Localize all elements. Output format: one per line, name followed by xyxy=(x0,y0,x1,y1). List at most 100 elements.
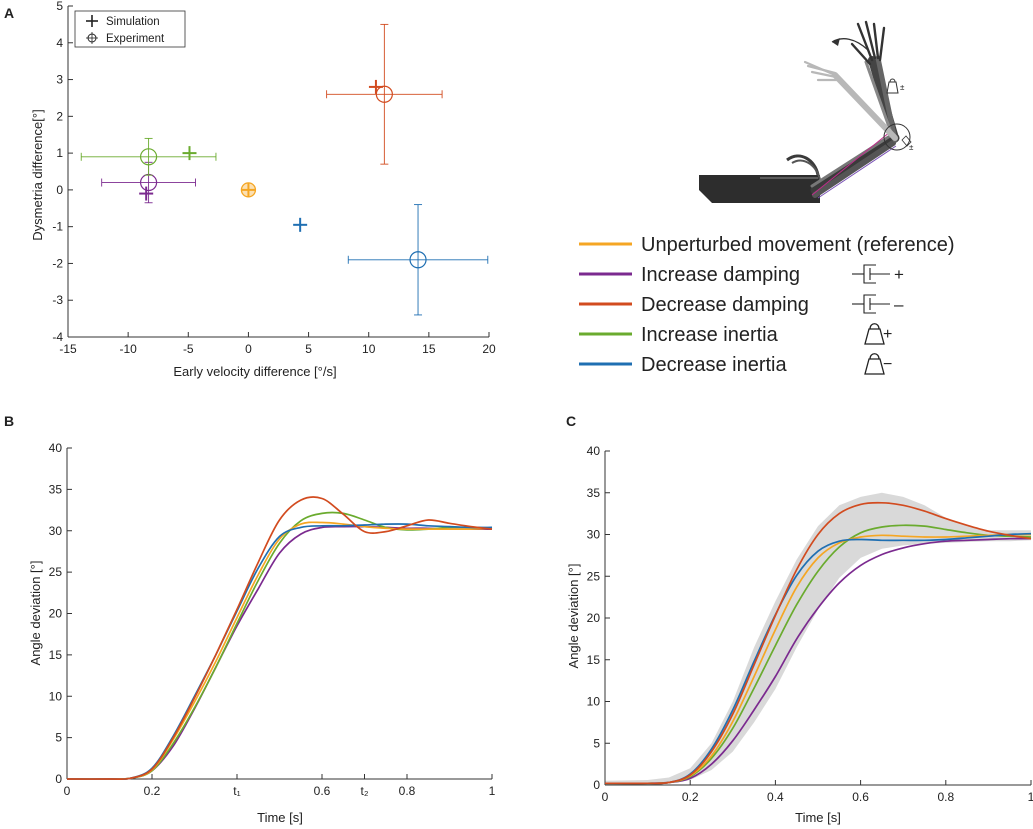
panel-a-xlabel: Early velocity difference [°/s] xyxy=(173,364,336,379)
y-tick-label: 15 xyxy=(49,648,63,662)
legend-item: Unperturbed movement (reference) xyxy=(579,234,954,256)
x-tick-label: 1 xyxy=(1028,790,1033,804)
x-tick-label: 15 xyxy=(422,342,436,356)
panel-b-ylabel: Angle deviation [°] xyxy=(28,561,43,666)
series-line-reference xyxy=(66,521,493,780)
series-line-increase_damping xyxy=(604,537,1032,785)
series-line-increase_damping xyxy=(66,525,492,780)
experiment-point-decrease_inertia xyxy=(347,204,489,316)
panel-label-a: A xyxy=(4,5,14,21)
y-tick-label: -1 xyxy=(52,220,63,234)
legend-sign: + xyxy=(883,326,892,343)
y-tick-label: 30 xyxy=(49,524,63,538)
panel-a-legend: Simulation Experiment xyxy=(74,10,186,48)
legend-item: Increase inertia + xyxy=(579,323,892,346)
x-tick-label: 0.4 xyxy=(767,790,784,804)
y-tick-label: 40 xyxy=(587,444,601,458)
simulation-point-decrease_damping xyxy=(368,79,383,94)
y-tick-label: 4 xyxy=(56,36,63,50)
panel-label-b: B xyxy=(4,413,14,429)
simulation-point-reference xyxy=(241,182,256,197)
y-tick-label: 30 xyxy=(587,528,601,542)
legend-experiment-label: Experiment xyxy=(106,33,165,45)
legend-simulation-label: Simulation xyxy=(106,16,160,28)
x-tick-label: 0.8 xyxy=(399,784,416,798)
panel-c-xlabel: Time [s] xyxy=(795,810,841,825)
series-line-decrease_damping xyxy=(66,496,493,781)
panel-b-marks xyxy=(66,496,493,781)
x-tick-label: t₁ xyxy=(233,784,240,798)
damper-icon xyxy=(852,264,890,284)
legend-label: Decrease damping xyxy=(641,294,809,316)
legend-sign: + xyxy=(894,265,904,284)
panel-label-c: C xyxy=(566,413,576,429)
legend-label: Unperturbed movement (reference) xyxy=(641,234,954,256)
panel-a-legend-box xyxy=(74,10,186,48)
y-tick-label: 5 xyxy=(55,731,62,745)
muscle-line-purple xyxy=(817,145,897,199)
y-tick-label: 35 xyxy=(587,486,601,500)
x-tick-label: 0.2 xyxy=(144,784,161,798)
y-tick-label: 35 xyxy=(49,482,63,496)
legend: Unperturbed movement (reference) Increase… xyxy=(579,234,954,376)
weight-icon xyxy=(864,323,885,345)
x-tick-label: 10 xyxy=(362,342,376,356)
damper-icon xyxy=(901,135,912,147)
x-tick-label: 0 xyxy=(64,784,71,798)
panel-b-xlabel: Time [s] xyxy=(257,810,303,825)
ghost-forearm xyxy=(803,60,898,141)
y-tick-label: -4 xyxy=(52,330,63,344)
x-tick-label: 0 xyxy=(602,790,609,804)
y-tick-label: -2 xyxy=(52,256,63,270)
y-tick-label: 0 xyxy=(56,183,63,197)
x-tick-label: 1 xyxy=(489,784,496,798)
panel-a-marks xyxy=(80,23,489,316)
simulation-point-increase_inertia xyxy=(182,146,197,161)
elbow-joint-circle xyxy=(883,123,911,151)
damper-sign: ± xyxy=(909,143,914,152)
legend-label: Increase inertia xyxy=(641,324,779,346)
experiment-marker xyxy=(375,85,393,103)
y-tick-label: 25 xyxy=(587,569,601,583)
weight-icon xyxy=(864,353,885,375)
forearm-segments xyxy=(864,55,899,143)
y-tick-label: -3 xyxy=(52,293,63,307)
x-tick-label: t₂ xyxy=(361,784,369,798)
weight-sign: ± xyxy=(900,83,905,92)
legend-label: Decrease inertia xyxy=(641,354,788,376)
y-tick-label: 2 xyxy=(56,109,63,123)
arm-reaching-icon: ± ± xyxy=(699,20,914,203)
experiment-marker xyxy=(139,148,158,166)
series-line-decrease_damping xyxy=(604,501,1032,785)
x-tick-label: 20 xyxy=(482,342,496,356)
x-tick-label: 0.2 xyxy=(682,790,699,804)
x-tick-label: 0.6 xyxy=(852,790,869,804)
simulation-point-decrease_inertia xyxy=(293,217,308,232)
experiment-point-decrease_damping xyxy=(326,23,443,165)
y-tick-label: 3 xyxy=(56,73,63,87)
weight-icon xyxy=(886,78,899,94)
upper-arm-segments xyxy=(810,133,900,198)
experiment-marker xyxy=(409,251,427,269)
legend-simulation-marker xyxy=(86,15,98,27)
hand-fingers-up xyxy=(850,20,886,66)
legend-label: Increase damping xyxy=(641,264,800,286)
y-tick-label: 10 xyxy=(49,689,63,703)
y-tick-label: 5 xyxy=(593,736,600,750)
legend-item: Increase damping + xyxy=(579,264,904,286)
legend-experiment-marker xyxy=(86,32,98,44)
y-tick-label: 10 xyxy=(587,695,601,709)
legend-item: Decrease inertia − xyxy=(579,353,892,376)
x-tick-label: 0.8 xyxy=(937,790,954,804)
y-tick-label: 15 xyxy=(587,653,601,667)
panel-a-ylabel: Dysmetria difference[°] xyxy=(30,109,45,240)
y-tick-label: 1 xyxy=(56,146,63,160)
y-tick-label: 20 xyxy=(587,611,601,625)
x-tick-label: -10 xyxy=(119,342,137,356)
